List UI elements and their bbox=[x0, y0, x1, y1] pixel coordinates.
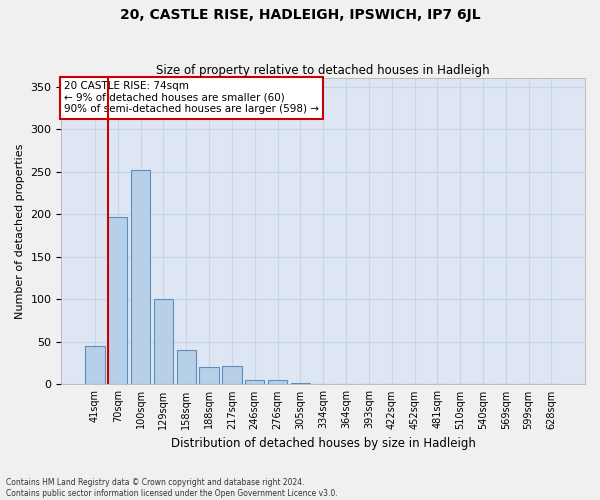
Bar bbox=[199, 368, 219, 384]
X-axis label: Distribution of detached houses by size in Hadleigh: Distribution of detached houses by size … bbox=[171, 437, 476, 450]
Bar bbox=[290, 382, 310, 384]
Bar bbox=[222, 366, 242, 384]
Bar bbox=[131, 170, 150, 384]
Text: Contains HM Land Registry data © Crown copyright and database right 2024.
Contai: Contains HM Land Registry data © Crown c… bbox=[6, 478, 338, 498]
Bar bbox=[176, 350, 196, 384]
Text: 20, CASTLE RISE, HADLEIGH, IPSWICH, IP7 6JL: 20, CASTLE RISE, HADLEIGH, IPSWICH, IP7 … bbox=[119, 8, 481, 22]
Bar bbox=[245, 380, 265, 384]
Bar bbox=[85, 346, 104, 385]
Bar bbox=[268, 380, 287, 384]
Bar bbox=[154, 300, 173, 384]
Bar bbox=[108, 217, 127, 384]
Y-axis label: Number of detached properties: Number of detached properties bbox=[15, 144, 25, 319]
Text: 20 CASTLE RISE: 74sqm
← 9% of detached houses are smaller (60)
90% of semi-detac: 20 CASTLE RISE: 74sqm ← 9% of detached h… bbox=[64, 81, 319, 114]
Title: Size of property relative to detached houses in Hadleigh: Size of property relative to detached ho… bbox=[157, 64, 490, 77]
